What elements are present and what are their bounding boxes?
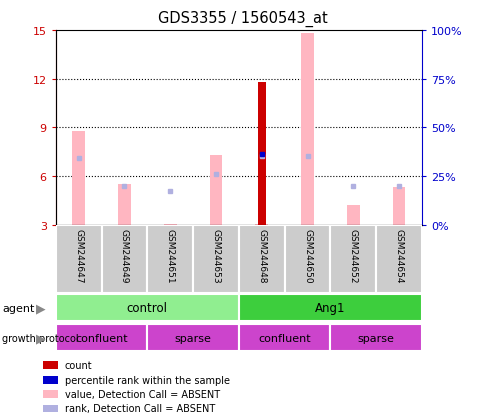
Bar bbox=[43, 376, 58, 384]
Bar bbox=[101, 225, 147, 293]
Bar bbox=[72, 131, 85, 225]
Text: ▶: ▶ bbox=[36, 331, 46, 344]
Text: agent: agent bbox=[2, 303, 35, 313]
Bar bbox=[301, 34, 313, 225]
Bar bbox=[118, 185, 131, 225]
Text: GSM244652: GSM244652 bbox=[348, 228, 357, 283]
Text: Ang1: Ang1 bbox=[315, 301, 345, 315]
Bar bbox=[164, 224, 176, 225]
Text: sparse: sparse bbox=[174, 333, 211, 343]
Bar bbox=[330, 325, 421, 351]
Text: GDS3355 / 1560543_at: GDS3355 / 1560543_at bbox=[157, 10, 327, 27]
Bar bbox=[209, 156, 222, 225]
Bar bbox=[257, 83, 265, 225]
Text: ▶: ▶ bbox=[36, 301, 46, 315]
Text: GSM244653: GSM244653 bbox=[211, 228, 220, 283]
Bar bbox=[346, 206, 359, 225]
Text: GSM244647: GSM244647 bbox=[74, 228, 83, 283]
Bar bbox=[238, 295, 421, 321]
Text: GSM244648: GSM244648 bbox=[257, 228, 266, 283]
Bar bbox=[43, 390, 58, 398]
Bar bbox=[43, 405, 58, 412]
Bar bbox=[376, 225, 421, 293]
Bar bbox=[56, 325, 147, 351]
Text: sparse: sparse bbox=[357, 333, 394, 343]
Bar bbox=[56, 225, 101, 293]
Text: GSM244651: GSM244651 bbox=[166, 228, 174, 283]
Bar bbox=[392, 188, 405, 225]
Bar bbox=[330, 225, 376, 293]
Bar bbox=[238, 325, 330, 351]
Text: value, Detection Call = ABSENT: value, Detection Call = ABSENT bbox=[65, 389, 220, 399]
Bar bbox=[56, 295, 238, 321]
Text: count: count bbox=[65, 360, 92, 370]
Bar bbox=[238, 225, 284, 293]
Text: GSM244649: GSM244649 bbox=[120, 228, 129, 283]
Bar bbox=[193, 225, 238, 293]
Text: GSM244654: GSM244654 bbox=[394, 228, 403, 283]
Bar bbox=[255, 224, 268, 225]
Text: confluent: confluent bbox=[258, 333, 310, 343]
Bar bbox=[284, 225, 330, 293]
Text: control: control bbox=[126, 301, 167, 315]
Bar bbox=[147, 325, 238, 351]
Text: GSM244650: GSM244650 bbox=[302, 228, 311, 283]
Text: confluent: confluent bbox=[75, 333, 128, 343]
Bar bbox=[147, 225, 193, 293]
Text: rank, Detection Call = ABSENT: rank, Detection Call = ABSENT bbox=[65, 404, 215, 413]
Bar bbox=[43, 361, 58, 369]
Text: percentile rank within the sample: percentile rank within the sample bbox=[65, 375, 229, 385]
Text: growth protocol: growth protocol bbox=[2, 333, 79, 343]
